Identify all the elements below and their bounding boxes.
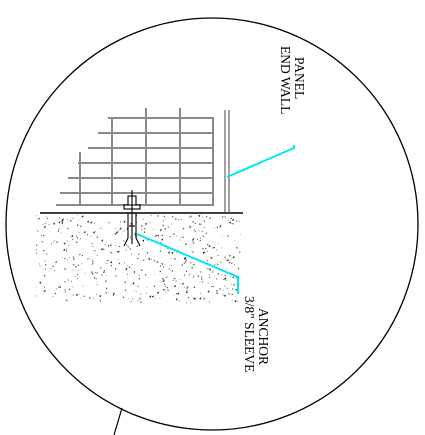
panel-label-line2: PANEL xyxy=(292,57,307,99)
sleeve-anchor xyxy=(123,190,141,247)
anchor-leader-line xyxy=(136,233,239,294)
panel-label-line1: END WALL xyxy=(278,46,293,114)
panel-leader-line xyxy=(226,145,295,178)
detail-reference-line xyxy=(113,407,123,435)
wall-column xyxy=(224,110,230,212)
concrete-slab xyxy=(35,214,241,304)
end-wall-panel xyxy=(56,108,214,206)
detail-circle xyxy=(5,17,419,431)
panel-label: END WALL PANEL xyxy=(278,46,307,114)
anchor-label-line2: ANCHOR xyxy=(256,308,271,365)
anchor-label-line1: 3/8" SLEEVE xyxy=(242,296,257,372)
anchor-label: 3/8" SLEEVE ANCHOR xyxy=(242,296,271,372)
